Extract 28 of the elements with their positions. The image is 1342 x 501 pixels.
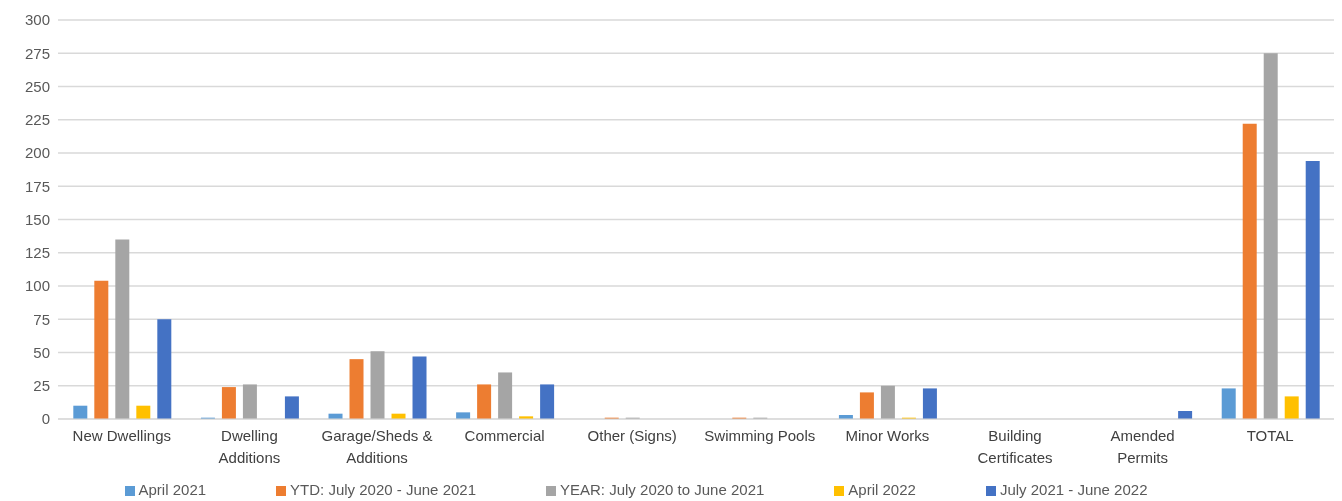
legend-label: April 2021: [138, 481, 207, 498]
y-tick-label: 25: [33, 377, 50, 395]
y-tick-label: 0: [41, 410, 50, 428]
x-tick-label: Commercial: [464, 427, 545, 444]
y-tick-label: 125: [24, 244, 50, 262]
y-tick-label: 225: [24, 111, 50, 129]
y-tick-label: 250: [24, 77, 50, 95]
y-tick-label: 100: [24, 277, 50, 295]
y-tick-label: 300: [24, 11, 50, 29]
x-tick-label: Dwelling Additions: [218, 427, 281, 466]
y-tick-label: 275: [24, 44, 50, 62]
x-tick-label: Minor Works: [845, 427, 930, 444]
legend-label: April 2022: [848, 481, 916, 498]
y-tick-label: 150: [24, 210, 50, 228]
legend-label: July 2021 - June 2022: [999, 481, 1148, 498]
x-tick-label: New Dwellings: [72, 427, 171, 444]
x-tick-label: Amended Permits: [1110, 427, 1175, 466]
x-tick-label: Building Certificates: [977, 427, 1053, 466]
y-tick-label: 50: [33, 343, 50, 361]
x-tick-label: TOTAL: [1246, 427, 1294, 444]
y-tick-label: 200: [24, 144, 50, 162]
x-tick-label: Other (Signs): [587, 427, 677, 444]
legend-label: YTD: July 2020 - June 2021: [290, 481, 477, 498]
x-tick-label: Swimming Pools: [704, 427, 816, 444]
y-tick-label: 175: [24, 177, 50, 195]
legend-label: YEAR: July 2020 to June 2021: [560, 481, 765, 498]
x-tick-label: Garage/Sheds & Additions: [321, 427, 433, 466]
y-tick-label: 75: [33, 310, 50, 328]
